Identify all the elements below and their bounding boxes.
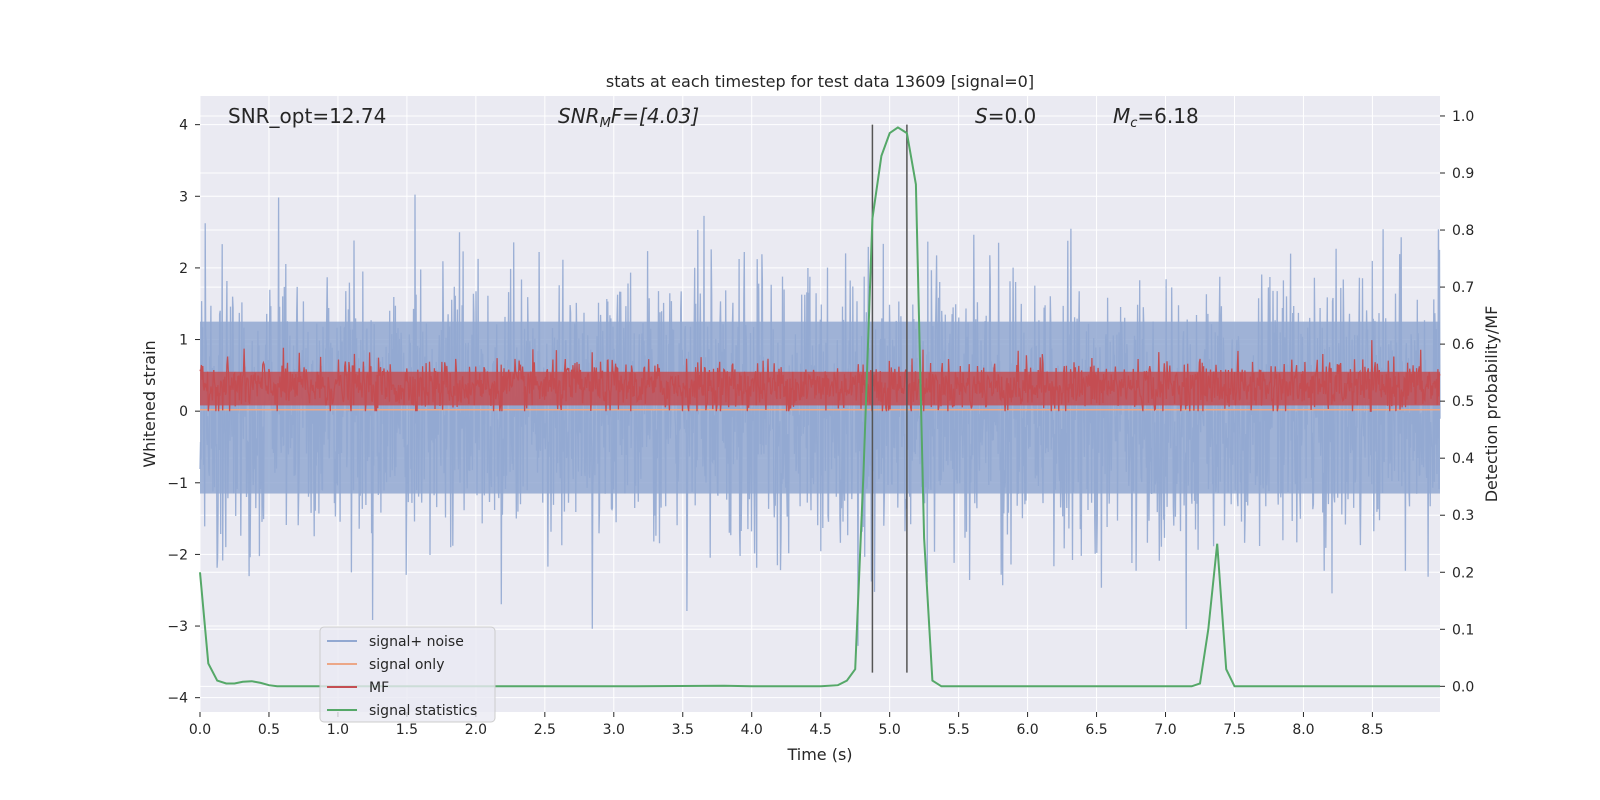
- y-right-tick-label: 0.2: [1452, 565, 1474, 581]
- x-tick-label: 3.5: [672, 722, 694, 738]
- x-tick-label: 8.5: [1361, 722, 1383, 738]
- legend-label: MF: [369, 680, 389, 696]
- series-signal-statistics: [199, 126, 1440, 688]
- annotation-mc-base: M: [1113, 104, 1130, 128]
- legend-label: signal+ noise: [369, 634, 464, 650]
- annotation-mc-sub: c: [1130, 116, 1137, 131]
- y-right-tick-label: 0.4: [1452, 451, 1474, 467]
- y-left-tick-label: 0: [179, 404, 188, 420]
- x-tick-label: 6.5: [1085, 722, 1107, 738]
- y-right-tick-label: 0.5: [1452, 394, 1474, 410]
- x-tick-label: 2.0: [465, 722, 487, 738]
- x-tick-label: 1.5: [396, 722, 418, 738]
- y-right-tick-label: 0.8: [1452, 223, 1474, 239]
- y-left-tick-label: −3: [167, 619, 188, 635]
- mf-band: [200, 371, 1440, 406]
- y-left-tick-label: 1: [179, 333, 188, 349]
- y-right-tick-label: 1.0: [1452, 109, 1474, 125]
- noise-band: [200, 321, 1440, 494]
- y-left-axis-label: Whitened strain: [140, 340, 159, 467]
- x-tick-label: 5.0: [879, 722, 901, 738]
- annotation-snr-mf: SNRMF=[4.03]: [558, 104, 699, 131]
- annotation-snr-mf-sub: M: [600, 116, 611, 131]
- annotation-s-rest: =0.0: [988, 104, 1037, 128]
- y-right-tick-label: 0.6: [1452, 337, 1474, 353]
- x-axis-label: Time (s): [786, 745, 852, 764]
- x-tick-label: 0.0: [189, 722, 211, 738]
- y-right-axis-ticks: 1.0 0.9 0.8 0.7 0.6 0.5 0.4 0.3 0.2 0.1 0.0: [1440, 109, 1474, 695]
- legend-box: [319, 626, 496, 723]
- y-left-axis-ticks: 4 3 2 1 0 −1 −2 −3 −4: [167, 118, 200, 707]
- x-tick-label: 1.0: [327, 722, 349, 738]
- x-tick-label: 7.5: [1223, 722, 1245, 738]
- y-right-axis-label: Detection probability/MF: [1482, 306, 1501, 503]
- annotation-snr-mf-base: SNR: [558, 104, 600, 128]
- annotation-s: S=0.0: [975, 104, 1036, 128]
- y-left-tick-label: 4: [179, 118, 188, 134]
- x-tick-label: 3.0: [603, 722, 625, 738]
- y-right-tick-label: 0.0: [1452, 679, 1474, 695]
- annotation-snr-opt: SNR_opt=12.74: [228, 104, 386, 128]
- y-right-tick-label: 0.9: [1452, 166, 1474, 182]
- x-tick-label: 5.5: [947, 722, 969, 738]
- annotation-snr-mf-rest: F=[4.03]: [611, 104, 699, 128]
- y-left-tick-label: −1: [167, 476, 188, 492]
- series-signal-noise: [199, 194, 1441, 646]
- chart-title: stats at each timestep for test data 136…: [606, 72, 1034, 91]
- annotation-mc: Mc=6.18: [1113, 104, 1199, 131]
- annotation-s-base: S: [975, 104, 988, 128]
- y-left-tick-label: −2: [167, 547, 188, 563]
- signal-statistics-line: [199, 126, 1440, 688]
- series-mf: [199, 340, 1441, 412]
- x-tick-label: 7.0: [1154, 722, 1176, 738]
- x-axis-ticks: 0.0 0.5 1.0 1.5 2.0 2.5 3.0 3.5 4.0 4.5 5.0 5.5 6.0 6…: [189, 712, 1384, 738]
- x-tick-label: 8.0: [1292, 722, 1314, 738]
- y-left-tick-label: 2: [179, 261, 188, 277]
- annotation-mc-rest: =6.18: [1137, 104, 1198, 128]
- y-right-tick-label: 0.7: [1452, 280, 1474, 296]
- x-tick-label: 4.5: [810, 722, 832, 738]
- x-tick-label: 4.0: [741, 722, 763, 738]
- x-tick-label: 6.0: [1016, 722, 1038, 738]
- y-left-tick-label: −4: [167, 691, 188, 707]
- y-left-tick-label: 3: [179, 189, 188, 205]
- y-right-tick-label: 0.1: [1452, 622, 1474, 638]
- x-tick-label: 0.5: [258, 722, 280, 738]
- legend: signal+ noise signal only MF signal statist…: [319, 626, 496, 723]
- legend-label: signal only: [369, 657, 444, 673]
- x-tick-label: 2.5: [534, 722, 556, 738]
- y-right-tick-label: 0.3: [1452, 508, 1474, 524]
- legend-label: signal statistics: [369, 703, 477, 719]
